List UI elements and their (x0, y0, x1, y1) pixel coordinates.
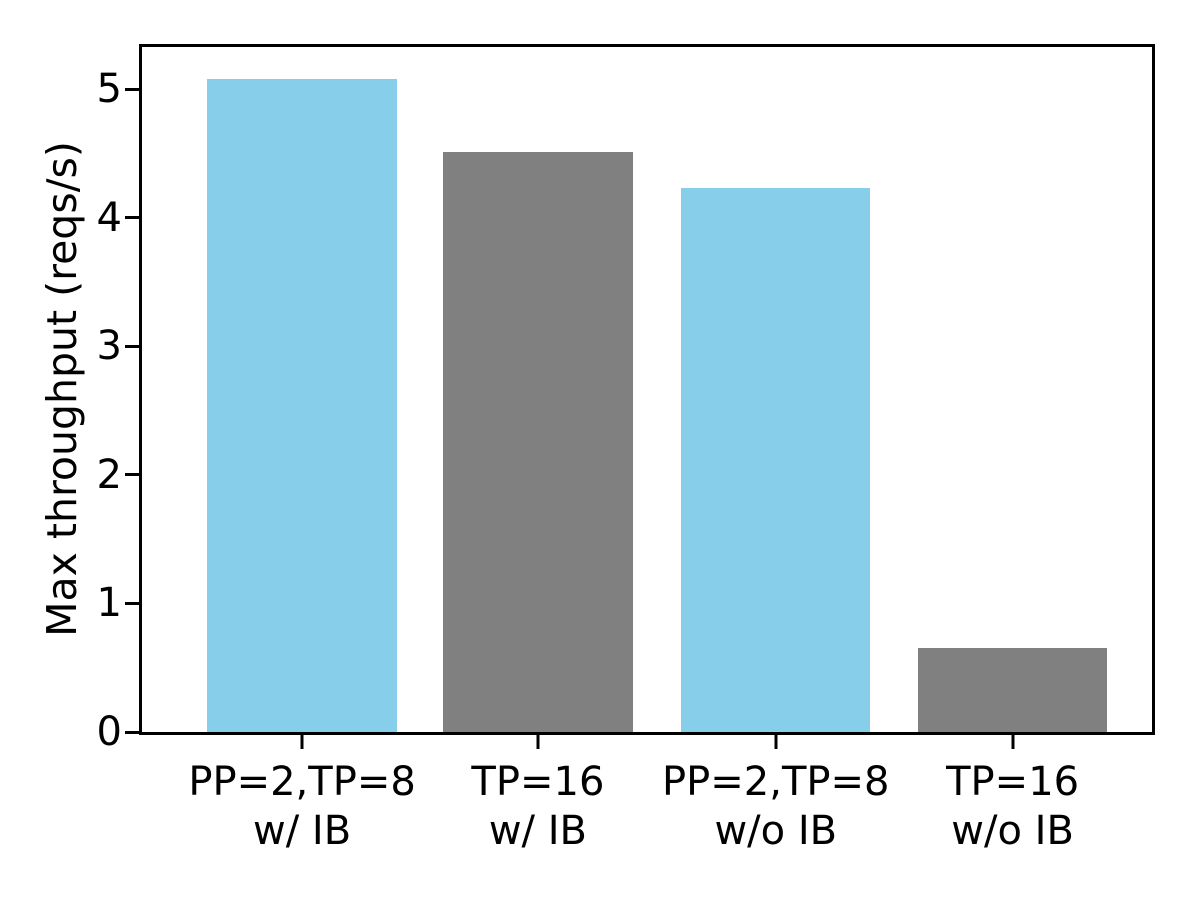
x-tick-mark (536, 735, 540, 749)
y-axis-ticks: 0 1 2 3 4 5 (97, 47, 1152, 755)
y-tick-mark (125, 473, 139, 477)
y-tick-label: 0 (96, 709, 122, 755)
y-tick-label: 2 (96, 451, 122, 498)
bar-4 (917, 648, 1108, 732)
x-tick-label: TP=16 w/ IB (471, 758, 604, 856)
y-tick-mark (125, 344, 139, 348)
x-tick-label-line: w/ IB (252, 808, 352, 854)
x-tick-mark (300, 735, 304, 749)
y-tick-label: 3 (96, 323, 122, 370)
x-tick-label-line: PP=2,TP=8 (662, 759, 890, 805)
x-tick-label: PP=2,TP=8 w/o IB (662, 758, 889, 856)
x-tick-label-line: w/o IB (951, 808, 1074, 854)
y-tick-label: 4 (96, 194, 122, 241)
x-tick-label-line: TP=16 (471, 759, 605, 805)
x-tick-label-line: PP=2,TP=8 (188, 759, 416, 805)
x-tick-label: PP=2,TP=8 w/ IB (188, 758, 415, 856)
x-tick-label-line: w/o IB (714, 808, 838, 854)
x-tick-label-line: w/ IB (488, 808, 587, 854)
x-tick-mark (1011, 735, 1015, 749)
y-tick-mark (125, 601, 139, 605)
y-tick-label: 1 (96, 580, 122, 627)
bar-1 (207, 79, 397, 732)
y-tick-mark (125, 87, 139, 91)
x-axis-ticks: PP=2,TP=8 w/ IB TP=16 w/ IB PP=2,TP=8 w/o IB T… (142, 47, 1152, 854)
y-tick-label: 5 (96, 66, 122, 113)
x-tick-label: TP=16 w/o IB (946, 758, 1079, 856)
x-tick-mark (774, 735, 778, 749)
bar-3 (681, 188, 871, 732)
bar-2 (443, 152, 633, 732)
bars-layer (142, 47, 1152, 732)
x-tick-label-line: TP=16 (946, 759, 1080, 805)
y-tick-mark (125, 216, 139, 220)
y-tick-mark (125, 730, 139, 734)
